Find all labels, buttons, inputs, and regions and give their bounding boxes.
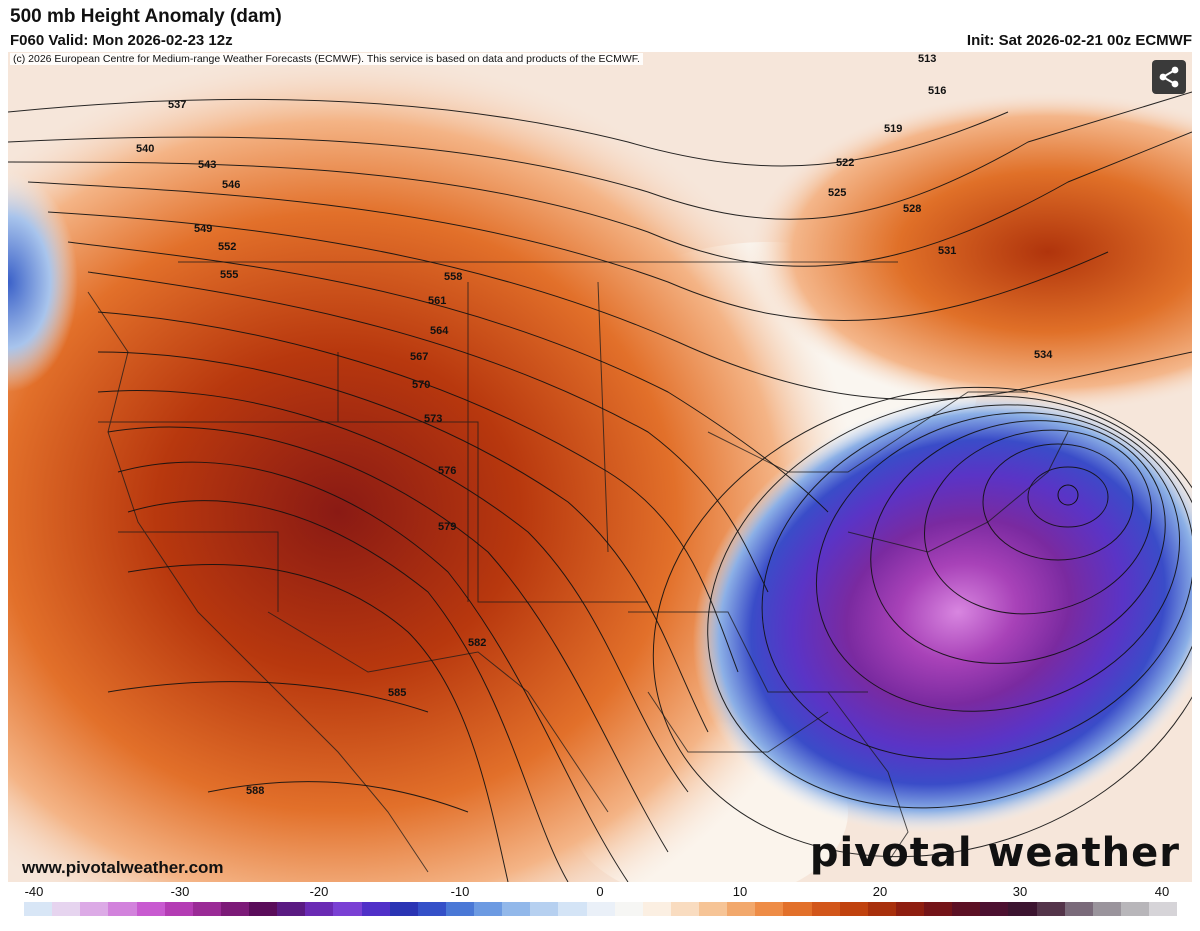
colorbar-swatch — [80, 902, 109, 916]
map-panel: 513 516 519 522 525 528 531 534 537 540 … — [8, 52, 1192, 882]
contour-label: 549 — [194, 223, 212, 235]
colorbar-swatch — [1064, 902, 1093, 916]
contour-label: 525 — [828, 187, 846, 199]
colorbar-swatch — [755, 902, 784, 916]
colorbar-swatch — [52, 902, 81, 916]
colorbar-swatch — [24, 902, 53, 916]
colorbar-swatch — [277, 902, 306, 916]
colorbar-swatch — [305, 902, 334, 916]
contour-label: 579 — [438, 521, 456, 533]
colorbar-swatch — [924, 902, 953, 916]
init-time: Init: Sat 2026-02-21 00z ECMWF — [966, 32, 1192, 49]
copyright-notice: (c) 2026 European Centre for Medium-rang… — [10, 53, 643, 65]
colorbar-label: 10 — [732, 884, 748, 899]
colorbar-swatch — [867, 902, 896, 916]
colorbar-swatch — [1120, 902, 1149, 916]
colorbar-swatch — [361, 902, 390, 916]
contour-label: 573 — [424, 413, 442, 425]
colorbar-swatch — [727, 902, 756, 916]
colorbar-swatch — [811, 902, 840, 916]
contour-label: 576 — [438, 465, 456, 477]
contour-label: 540 — [136, 143, 154, 155]
colorbar-swatch — [1149, 902, 1178, 916]
contour-label: 558 — [444, 271, 462, 283]
trough-center — [1057, 484, 1079, 506]
colorbar-swatch — [642, 902, 671, 916]
contour-label: 546 — [222, 179, 240, 191]
colorbar-swatch — [108, 902, 137, 916]
colorbar-swatch — [333, 902, 362, 916]
valid-time: F060 Valid: Mon 2026-02-23 12z — [10, 32, 233, 49]
contour-label: 570 — [412, 379, 430, 391]
colorbar-label: -30 — [170, 884, 190, 899]
brand-logo: pivotal weather — [809, 830, 1180, 876]
site-url[interactable]: www.pivotalweather.com — [22, 858, 224, 877]
colorbar-swatch — [1036, 902, 1065, 916]
contour-label: 561 — [428, 295, 446, 307]
colorbar-swatch — [530, 902, 559, 916]
colorbar-swatch — [699, 902, 728, 916]
colorbar-swatch — [220, 902, 249, 916]
contour-label: 528 — [903, 203, 921, 215]
colorbar-swatch — [474, 902, 503, 916]
colorbar-label: -20 — [309, 884, 329, 899]
colorbar-swatch — [670, 902, 699, 916]
colorbar-swatch — [445, 902, 474, 916]
contour-label: 543 — [198, 159, 216, 171]
colorbar-swatch — [783, 902, 812, 916]
contour-label: 534 — [1034, 349, 1053, 361]
contour-label: 516 — [928, 85, 946, 97]
contour-label: 531 — [938, 245, 956, 257]
colorbar-label: 20 — [872, 884, 888, 899]
share-button[interactable] — [1152, 60, 1186, 94]
contour-label: 552 — [218, 241, 236, 253]
colorbar-swatch — [952, 902, 981, 916]
colorbar-swatch — [417, 902, 446, 916]
contour-label: 588 — [246, 785, 264, 797]
colorbar-swatch — [586, 902, 615, 916]
share-icon — [1159, 66, 1179, 88]
contour-label: 582 — [468, 637, 486, 649]
colorbar-swatch — [164, 902, 193, 916]
anomaly-map: 513 516 519 522 525 528 531 534 537 540 … — [8, 52, 1192, 882]
contour-label: 522 — [836, 157, 854, 169]
colorbar-label: 30 — [1012, 884, 1028, 899]
colorbar-swatch — [558, 902, 587, 916]
colorbar-swatch — [839, 902, 868, 916]
contour-label: 537 — [168, 99, 186, 111]
colorbar-swatch — [249, 902, 278, 916]
colorbar-swatch — [502, 902, 531, 916]
contour-label: 519 — [884, 123, 902, 135]
colorbar-swatch — [192, 902, 221, 916]
contour-label: 567 — [410, 351, 428, 363]
colorbar-label: -10 — [450, 884, 470, 899]
colorbar-label: 0 — [596, 884, 604, 899]
colorbar-swatch — [1008, 902, 1037, 916]
colorbar-labels: -40 -30 -20 -10 0 10 20 30 40 — [0, 884, 1200, 902]
colorbar-swatch — [136, 902, 165, 916]
colorbar-swatch — [1092, 902, 1121, 916]
colorbar-swatch — [389, 902, 418, 916]
contour-label: 564 — [430, 325, 449, 337]
contour-label: 513 — [918, 53, 936, 65]
colorbar — [24, 902, 1178, 916]
colorbar-label: -40 — [24, 884, 44, 899]
colorbar-label: 40 — [1154, 884, 1170, 899]
colorbar-swatch — [980, 902, 1009, 916]
contour-label: 585 — [388, 687, 406, 699]
colorbar-swatch — [895, 902, 924, 916]
colorbar-swatch — [614, 902, 643, 916]
header-title: 500 mb Height Anomaly (dam) — [10, 6, 282, 27]
contour-label: 555 — [220, 269, 238, 281]
